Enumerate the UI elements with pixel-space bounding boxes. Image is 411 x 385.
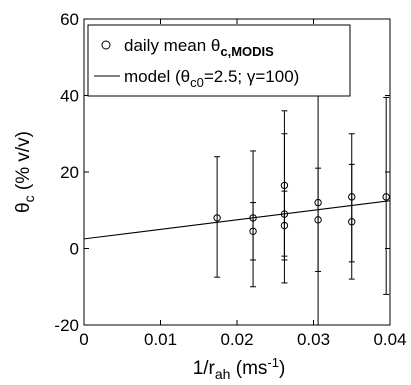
legend-box	[87, 24, 351, 97]
legend: daily mean θc,MODIS model (θc0=2.5; γ=10…	[87, 24, 351, 97]
data-point-marker	[382, 193, 390, 201]
legend-circle-marker	[101, 40, 111, 50]
x-tick-label: 0.04	[373, 330, 406, 349]
x-axis-label-main: 1/r	[193, 358, 216, 379]
y-axis-label-main: θ	[13, 202, 34, 213]
data-point	[348, 163, 356, 280]
data-point	[249, 202, 257, 261]
data-point-marker	[314, 216, 322, 224]
x-tick-label: 0.03	[297, 330, 330, 349]
legend-entry-model-prefix: model (θ	[124, 67, 190, 86]
y-axis-label-sub: c	[21, 195, 37, 202]
data-point-marker	[249, 227, 257, 235]
data-point	[213, 156, 221, 278]
y-axis-label: θc (% v/v)	[13, 131, 37, 213]
y-axis-label-unit: (% v/v)	[13, 131, 34, 195]
data-point	[280, 190, 289, 261]
data-point	[314, 167, 322, 272]
y-tick-label: -20	[54, 316, 79, 335]
legend-entry-model-sub: c0	[190, 75, 204, 90]
x-axis-label: 1/rah (ms-1)	[193, 355, 286, 382]
plot-area	[84, 60, 390, 325]
y-tick-label: 20	[60, 163, 79, 182]
legend-entry-observed: daily mean θc,MODIS	[124, 36, 274, 59]
y-tick-label: 40	[60, 87, 79, 106]
model-line	[84, 200, 390, 240]
plot-marks	[84, 60, 390, 325]
data-point-marker	[348, 218, 356, 226]
x-axis-label-unit: (ms	[230, 358, 267, 379]
x-tick-label: 0.01	[144, 330, 177, 349]
x-tick-label: 0.02	[220, 330, 253, 349]
legend-entry-observed-prefix: daily mean θ	[124, 36, 220, 55]
x-axis-label-close: )	[279, 358, 285, 379]
legend-entry-model: model (θc0=2.5; γ=100)	[124, 67, 299, 90]
y-tick-label: 60	[60, 10, 79, 29]
x-tick-label: 0	[79, 330, 88, 349]
y-tick-label: 0	[70, 240, 79, 259]
legend-entry-observed-sub: c,MODIS	[220, 44, 274, 59]
x-axis-label-sub: ah	[215, 366, 231, 382]
data-point-marker	[280, 221, 289, 230]
data-point-marker	[213, 214, 221, 222]
legend-entry-model-suffix: =2.5; γ=100)	[204, 67, 299, 86]
data-point	[382, 96, 390, 295]
x-axis-label-sup: -1	[267, 355, 279, 370]
